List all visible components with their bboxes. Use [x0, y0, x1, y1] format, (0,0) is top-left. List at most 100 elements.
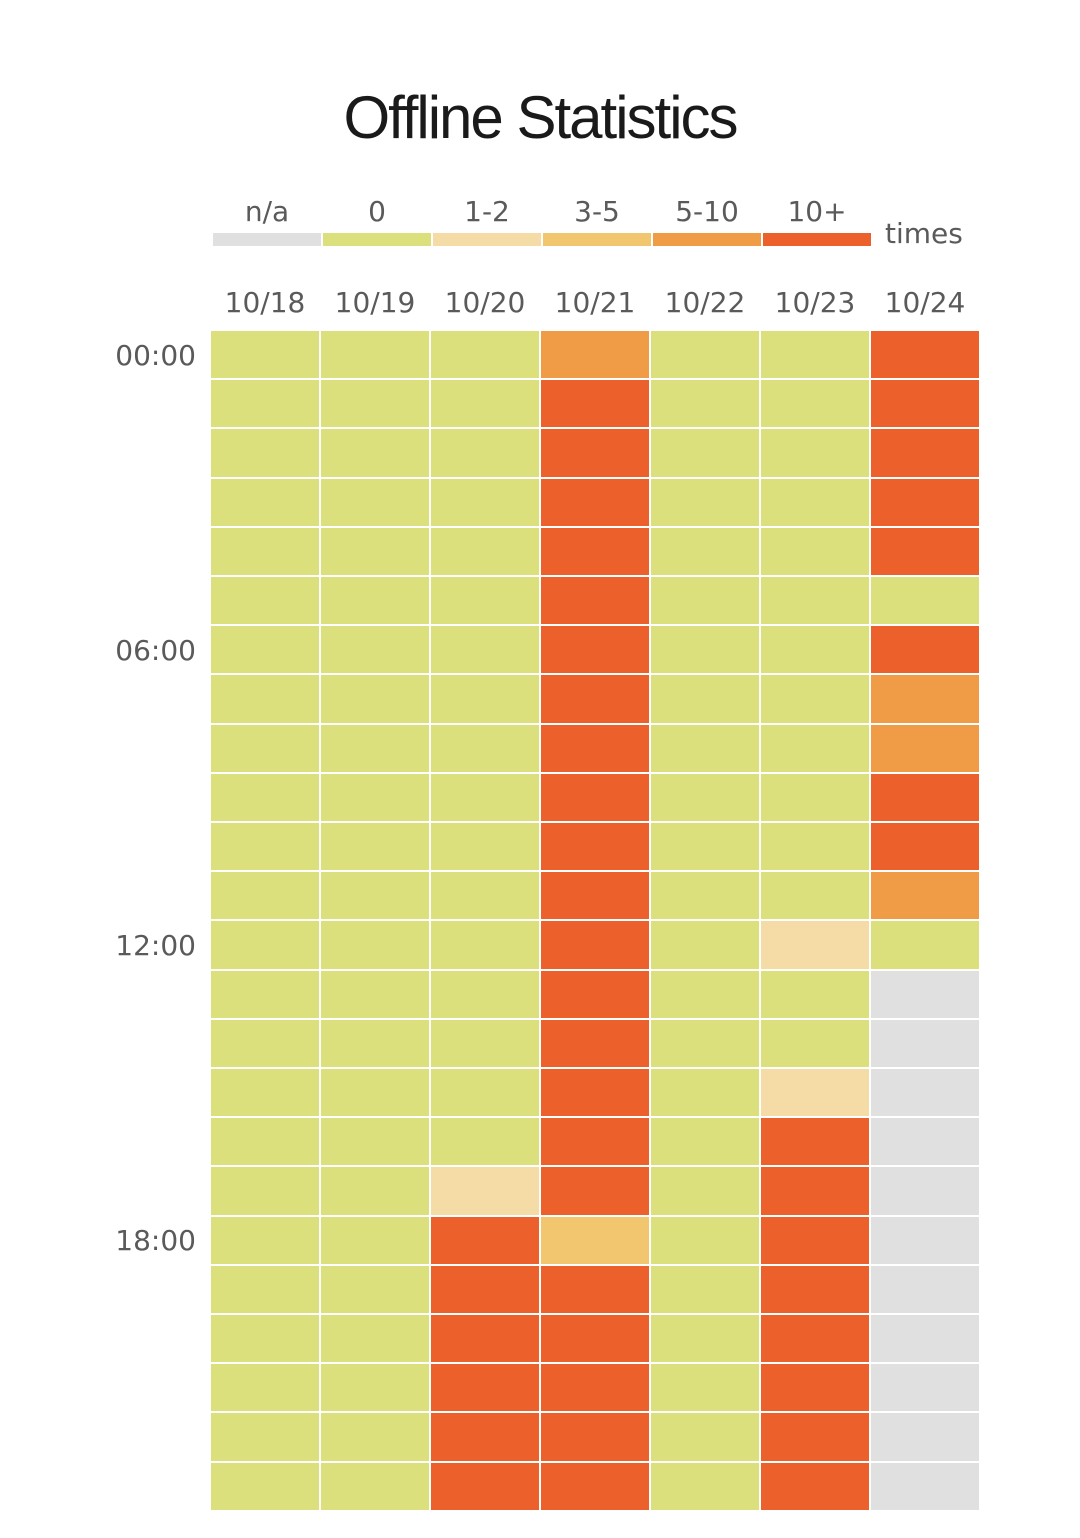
heatmap-cell [651, 724, 759, 772]
heatmap-cell [541, 675, 649, 723]
heatmap-cell [211, 331, 319, 379]
heatmap-cell [761, 724, 869, 772]
heatmap-cell [541, 1315, 649, 1363]
heatmap-cell [761, 921, 869, 969]
heatmap-cell [431, 527, 539, 575]
heatmap-cell [651, 872, 759, 920]
chart-title: Offline Statistics [343, 84, 738, 151]
legend-label: 0 [368, 195, 386, 228]
heatmap-cell [541, 1118, 649, 1166]
heatmap-cell [871, 1265, 979, 1313]
heatmap-cell [431, 823, 539, 871]
legend-swatch [213, 233, 321, 246]
heatmap-cell [431, 921, 539, 969]
heatmap-cell [651, 577, 759, 625]
column-label: 10/18 [224, 286, 306, 319]
heatmap-cell [211, 724, 319, 772]
heatmap-cell [321, 577, 429, 625]
heatmap-cell [761, 1118, 869, 1166]
heatmap-cell [541, 823, 649, 871]
heatmap-cell [761, 380, 869, 428]
heatmap-cell [321, 872, 429, 920]
row-label: 00:00 [115, 338, 196, 372]
heatmap-cell [761, 675, 869, 723]
heatmap-cell [211, 773, 319, 821]
heatmap-cell [871, 872, 979, 920]
heatmap-cell [871, 1019, 979, 1067]
heatmap-cell [761, 429, 869, 477]
heatmap-cell [871, 429, 979, 477]
heatmap-cell [541, 577, 649, 625]
heatmap-cell [651, 1118, 759, 1166]
heatmap-cell [761, 1462, 869, 1510]
heatmap-cell [761, 1364, 869, 1412]
column-label: 10/22 [664, 286, 746, 319]
heatmap-cell [211, 1118, 319, 1166]
heatmap-cell [211, 1462, 319, 1510]
heatmap-cell [321, 1216, 429, 1264]
heatmap-cell [211, 921, 319, 969]
heatmap-cell [871, 823, 979, 871]
heatmap-cell [871, 724, 979, 772]
heatmap-cell [321, 970, 429, 1018]
heatmap-cell [871, 1167, 979, 1215]
heatmap-cell [431, 1364, 539, 1412]
heatmap-cell [651, 1019, 759, 1067]
heatmap-cell [321, 1069, 429, 1117]
heatmap-cell [321, 1118, 429, 1166]
legend-swatch [543, 233, 651, 246]
heatmap-cell [761, 773, 869, 821]
legend-label: 10+ [787, 195, 847, 228]
heatmap-cell [211, 429, 319, 477]
heatmap-cell [761, 823, 869, 871]
heatmap-cell [431, 1265, 539, 1313]
heatmap-cell [651, 1315, 759, 1363]
heatmap-cell [761, 1413, 869, 1461]
heatmap-cell [541, 970, 649, 1018]
heatmap-cell [541, 429, 649, 477]
heatmap-cell [761, 1167, 869, 1215]
heatmap-cell [211, 970, 319, 1018]
heatmap-cell [321, 921, 429, 969]
legend-unit-label: times [885, 217, 963, 250]
heatmap-cell [541, 724, 649, 772]
heatmap-cell [321, 773, 429, 821]
column-label: 10/20 [444, 286, 526, 319]
heatmap-cell [211, 380, 319, 428]
heatmap-cell [211, 626, 319, 674]
heatmap-cell [541, 1413, 649, 1461]
heatmap-cell [431, 1069, 539, 1117]
heatmap-cell [211, 1167, 319, 1215]
heatmap-cell [651, 921, 759, 969]
heatmap-cell [651, 429, 759, 477]
heatmap-cell [321, 1462, 429, 1510]
heatmap-cell [871, 1315, 979, 1363]
heatmap-cell [321, 527, 429, 575]
heatmap-cell [651, 1462, 759, 1510]
legend-label: 1-2 [464, 195, 510, 228]
heatmap-cell [871, 773, 979, 821]
heatmap-cell [761, 970, 869, 1018]
heatmap-cell [211, 1216, 319, 1264]
heatmap-cell [321, 380, 429, 428]
heatmap-cell [211, 1315, 319, 1363]
heatmap-cell [651, 1167, 759, 1215]
heatmap-cell [541, 1019, 649, 1067]
heatmap-cell [761, 626, 869, 674]
heatmap-cell [431, 1462, 539, 1510]
legend-label: 5-10 [675, 195, 739, 228]
heatmap-cell [541, 872, 649, 920]
heatmap-cell [651, 970, 759, 1018]
heatmap-cell [431, 675, 539, 723]
heatmap-cell [871, 921, 979, 969]
heatmap-cell [431, 331, 539, 379]
legend-label: 3-5 [574, 195, 620, 228]
heatmap-cell [541, 1216, 649, 1264]
heatmap-cell [871, 331, 979, 379]
column-label: 10/21 [554, 286, 636, 319]
heatmap-cell [321, 429, 429, 477]
heatmap-cell [211, 823, 319, 871]
heatmap-cell [761, 527, 869, 575]
legend-swatch [323, 233, 431, 246]
heatmap-cell [431, 872, 539, 920]
